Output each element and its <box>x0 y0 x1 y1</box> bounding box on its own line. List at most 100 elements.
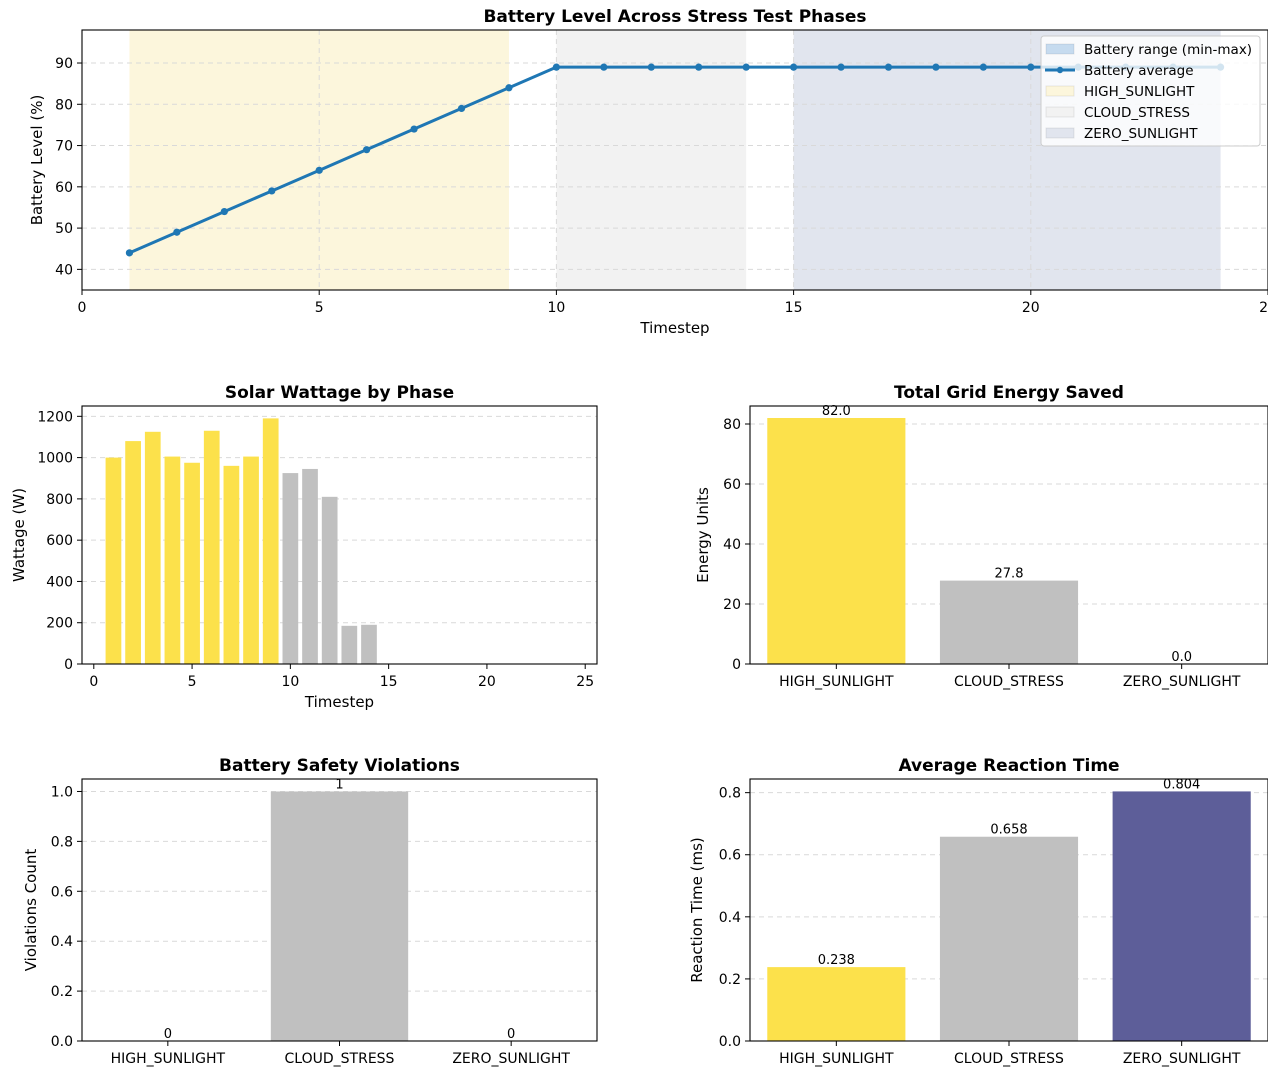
y-tick-label: 400 <box>46 574 73 590</box>
wattage-bar <box>262 418 279 664</box>
battery-average-point <box>220 207 228 216</box>
x-tick-label: 5 <box>315 300 324 316</box>
legend-label: CLOUD_STRESS <box>1084 105 1190 121</box>
wattage-bar <box>105 457 122 664</box>
y-axis-label: Wattage (W) <box>10 488 28 582</box>
x-tick-label: 15 <box>785 300 803 316</box>
bar-cloud-stress <box>270 791 409 1041</box>
battery-average-point <box>1027 63 1035 71</box>
x-tick-label: HIGH_SUNLIGHT <box>779 1051 894 1067</box>
y-tick-label: 40 <box>723 537 741 553</box>
battery-average-point <box>742 63 750 71</box>
x-tick-label: 5 <box>188 674 197 690</box>
axes-frame <box>81 778 598 1042</box>
battery-average-point <box>979 63 987 71</box>
bar-value-label: 0.238 <box>818 953 855 968</box>
x-axis-label: Timestep <box>304 693 374 711</box>
y-tick-label: 80 <box>723 417 741 433</box>
x-tick-label: ZERO_SUNLIGHT <box>1123 1051 1241 1067</box>
y-tick-label: 1200 <box>37 409 73 425</box>
x-tick-label: HIGH_SUNLIGHT <box>111 1051 226 1067</box>
bar-value-label: 0.804 <box>1163 777 1200 792</box>
legend-box <box>1040 35 1261 147</box>
wattage-bar <box>144 431 161 664</box>
bar-value-label: 1 <box>335 777 343 792</box>
legend: Battery range (min-max) Battery average HI… <box>1040 35 1261 147</box>
wattage-bar <box>184 462 200 664</box>
battery-average-point <box>695 63 703 71</box>
grid-energy-chart: 0 20 40 60 80 Total Grid Energy Saved Energy U… <box>694 383 1268 690</box>
y-tick-label: 0.8 <box>51 834 73 850</box>
y-tick-label: 0.4 <box>51 934 73 950</box>
battery-average-point <box>552 63 561 71</box>
y-tick-label: 0.0 <box>51 1034 73 1050</box>
y-tick-label: 200 <box>46 616 73 632</box>
y-tick-label: 60 <box>55 180 73 196</box>
battery-average-point <box>457 104 466 113</box>
legend-marker-swatch <box>1056 66 1064 74</box>
y-tick-label: 1.0 <box>51 784 73 800</box>
x-tick-label: CLOUD_STRESS <box>954 674 1064 690</box>
bar-cloud-stress <box>939 836 1079 1041</box>
x-tick-label: CLOUD_STRESS <box>954 1051 1064 1067</box>
bar-value-label: 0.0 <box>1171 650 1192 665</box>
y-tick-label: 1000 <box>37 451 73 467</box>
legend-patch-swatch <box>1045 43 1075 55</box>
x-tick-label: HIGH_SUNLIGHT <box>779 674 894 690</box>
y-tick-label: 0.6 <box>51 884 73 900</box>
chart-title: Solar Wattage by Phase <box>225 383 454 403</box>
bar-cloud-stress <box>939 580 1079 664</box>
bar-value-label: 27.8 <box>995 567 1024 582</box>
chart-title: Battery Safety Violations <box>219 756 460 776</box>
bar-high-sunlight <box>767 418 906 664</box>
chart-title: Battery Level Across Stress Test Phases <box>483 7 866 27</box>
battery-average-point <box>837 63 845 71</box>
chart-title: Average Reaction Time <box>898 756 1119 776</box>
axes-frame <box>81 29 1268 291</box>
battery-average-point <box>884 63 893 71</box>
legend-patch-swatch <box>1045 85 1075 97</box>
legend-label: ZERO_SUNLIGHT <box>1084 126 1198 142</box>
battery-average-point <box>600 63 608 71</box>
bar-value-label: 0 <box>164 1027 172 1042</box>
y-tick-label: 0.2 <box>719 972 741 988</box>
bar-value-label: 0.658 <box>990 823 1027 838</box>
x-tick-label: 25 <box>576 674 594 690</box>
legend-patch-swatch <box>1045 127 1075 139</box>
wattage-bar <box>125 441 141 664</box>
y-tick-label: 90 <box>55 56 73 72</box>
battery-average-point <box>315 166 323 174</box>
battery-average-point <box>363 146 371 154</box>
x-tick-label: 10 <box>547 300 565 316</box>
y-tick-label: 0.8 <box>719 786 741 802</box>
x-tick-label: ZERO_SUNLIGHT <box>452 1051 570 1067</box>
legend-label: Battery range (min-max) <box>1084 42 1252 58</box>
wattage-bar <box>282 473 299 664</box>
battery-average-point <box>173 228 181 236</box>
y-tick-label: 50 <box>55 221 73 237</box>
y-tick-label: 20 <box>723 597 741 613</box>
y-tick-label: 800 <box>46 492 73 508</box>
y-tick-label: 0.6 <box>719 848 741 864</box>
battery-average-point <box>125 249 134 257</box>
x-tick-label: 20 <box>1022 300 1040 316</box>
phase-span-cloud-stress <box>556 30 747 290</box>
battery-average-point <box>410 125 418 133</box>
x-tick-label: 20 <box>478 674 496 690</box>
battery-average-line <box>128 65 1221 255</box>
y-axis-label: Battery Level (%) <box>28 95 46 226</box>
x-tick-label: 0 <box>89 674 98 690</box>
legend-patch-swatch <box>1045 106 1075 118</box>
bar-high-sunlight <box>767 967 906 1041</box>
bar-value-label: 82.0 <box>822 404 851 419</box>
y-axis-label: Reaction Time (ms) <box>688 837 706 983</box>
battery-average-point <box>268 187 276 195</box>
x-tick-label: 15 <box>380 674 398 690</box>
y-tick-label: 0.2 <box>51 984 73 1000</box>
wattage-bar <box>164 456 181 664</box>
y-axis-label: Violations Count <box>22 849 40 972</box>
y-tick-label: 70 <box>55 139 73 155</box>
y-tick-label: 600 <box>46 533 73 549</box>
